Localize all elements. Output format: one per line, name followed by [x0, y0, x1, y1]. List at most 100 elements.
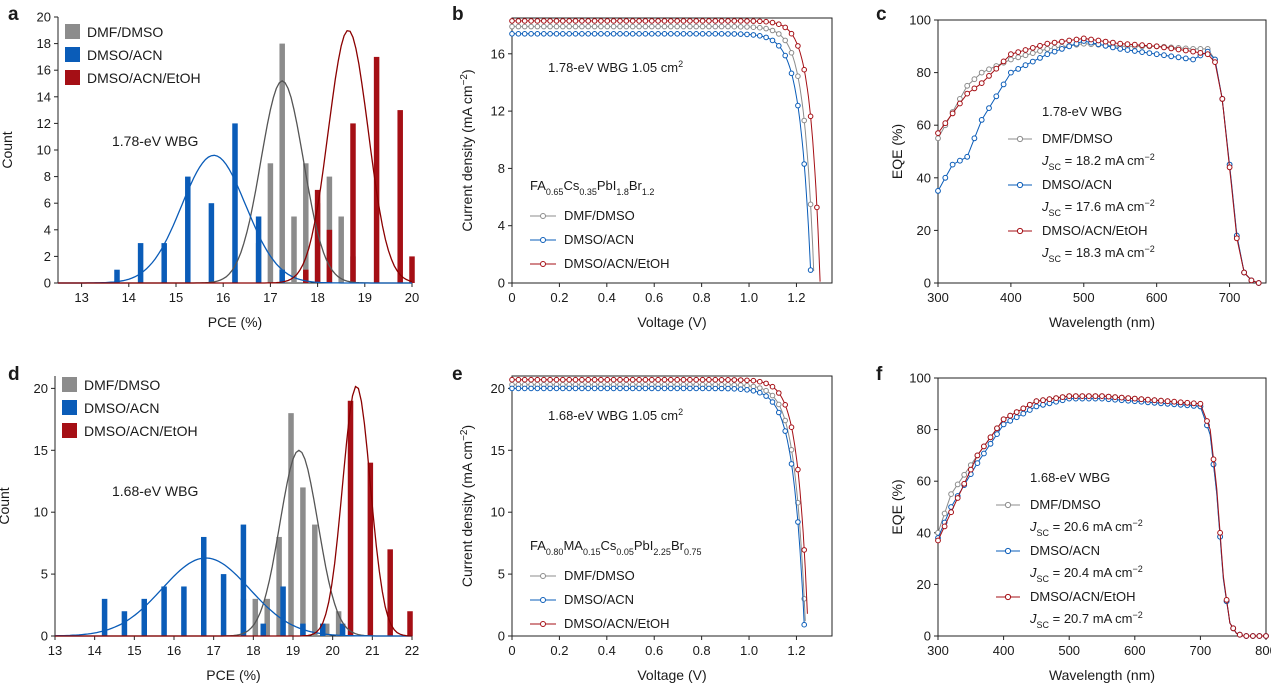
y-tick-label: 15 — [34, 443, 48, 458]
eqe-point — [1161, 52, 1167, 59]
x-tick-label: 0.4 — [598, 290, 616, 305]
jv-point — [642, 23, 649, 30]
eqe-point — [1255, 280, 1262, 286]
eqe-point — [1073, 36, 1080, 43]
legend-marker — [1016, 135, 1024, 143]
legend-marker — [540, 213, 546, 219]
jv-point — [572, 31, 579, 37]
legend-label: DMSO/ACN — [1030, 543, 1100, 558]
eqe-point — [1105, 393, 1112, 400]
jv-point — [757, 378, 763, 385]
eqe-point — [1000, 416, 1007, 423]
jv-point — [604, 31, 611, 37]
jv-point — [680, 23, 687, 30]
jv-point — [763, 34, 769, 41]
bar-dmso-acn-etoh — [367, 462, 374, 636]
legend-label: DMSO/ACN — [564, 592, 634, 607]
jv-point — [541, 376, 547, 383]
x-tick-label: 20 — [405, 290, 419, 305]
composition-formula: FA0.80MA0.15Cs0.05PbI2.25Br0.75 — [530, 538, 701, 557]
jv-point — [763, 380, 769, 387]
jv-point — [572, 18, 579, 24]
jv-point — [617, 385, 623, 392]
x-tick-label: 0.2 — [550, 643, 568, 658]
eqe-point — [1197, 50, 1204, 56]
x-axis-title: Voltage (V) — [637, 314, 706, 330]
jv-point — [591, 23, 598, 30]
jv-point — [553, 31, 560, 37]
eqe-point — [1000, 58, 1007, 65]
panel-f-label: f — [876, 364, 883, 385]
jv-point — [579, 23, 585, 30]
bar-dmf-dmso — [267, 163, 274, 283]
jv-point — [604, 18, 611, 24]
jv-point — [598, 31, 604, 37]
bar-dmso-acn — [114, 269, 120, 283]
eqe-point — [1250, 633, 1256, 639]
eqe-point — [981, 443, 987, 450]
y-tick-label: 40 — [917, 525, 931, 540]
x-tick-label: 0.4 — [598, 643, 616, 658]
eqe-point — [1013, 409, 1020, 416]
plot-frame — [511, 17, 833, 284]
eqe-point — [971, 85, 978, 92]
eqe-point — [954, 481, 961, 488]
jv-point — [534, 385, 541, 392]
jv-point — [585, 376, 592, 383]
eqe-point — [1066, 43, 1073, 50]
jv-point — [636, 18, 642, 24]
y-tick-label: 5 — [498, 567, 505, 582]
bar-dmf-dmso — [338, 216, 344, 283]
legend-label: DMSO/ACN/EtOH — [84, 423, 198, 439]
jv-point — [687, 31, 693, 37]
eqe-point — [1026, 401, 1033, 408]
eqe-point — [994, 425, 1000, 432]
legend-swatch — [62, 377, 77, 392]
x-tick-label: 500 — [1073, 290, 1095, 305]
y-axis-title: EQE (%) — [889, 479, 905, 534]
eqe-point — [978, 80, 985, 86]
jv-point — [515, 385, 522, 392]
eqe-point — [1125, 395, 1132, 402]
jv-point — [521, 31, 528, 37]
jv-point — [521, 385, 528, 392]
eqe-point — [1204, 51, 1211, 58]
eqe-point — [1020, 410, 1027, 417]
jv-point — [553, 18, 560, 24]
jv-point — [674, 385, 681, 392]
jv-point — [610, 31, 617, 37]
legend-marker — [1004, 593, 1012, 601]
jv-point — [807, 113, 814, 120]
eqe-point — [1243, 633, 1250, 639]
eqe-point — [1212, 59, 1218, 65]
y-axis-title: Current density (mA cm−2) — [459, 69, 476, 231]
jv-point — [610, 376, 617, 383]
y-tick-label: 80 — [917, 65, 931, 80]
eqe-point — [1022, 47, 1029, 53]
jv-point — [706, 23, 712, 30]
x-tick-label: 400 — [993, 643, 1015, 658]
jv-point — [585, 23, 592, 30]
jv-point — [661, 385, 668, 392]
eqe-point — [964, 82, 971, 89]
eqe-point — [1026, 407, 1033, 413]
jv-point — [534, 18, 541, 24]
jv-point — [642, 18, 649, 24]
eqe-point — [1226, 164, 1233, 171]
gaussian-fit-dmso-acn — [54, 557, 412, 637]
eqe-point — [981, 450, 987, 457]
bar-dmf-dmso — [264, 598, 270, 636]
eqe-point — [1145, 396, 1151, 403]
eqe-point — [986, 66, 992, 73]
bar-dmso-acn — [141, 598, 147, 636]
eqe-point — [1037, 42, 1043, 49]
eqe-point — [1161, 44, 1167, 51]
eqe-point — [993, 93, 1000, 100]
y-tick-label: 12 — [491, 104, 505, 119]
bar-dmso-acn — [279, 269, 285, 283]
legend-marker — [1016, 181, 1024, 189]
legend-swatch — [65, 24, 80, 39]
y-tick-label: 12 — [37, 116, 51, 131]
jv-point — [566, 23, 573, 30]
legend-marker — [540, 597, 546, 603]
